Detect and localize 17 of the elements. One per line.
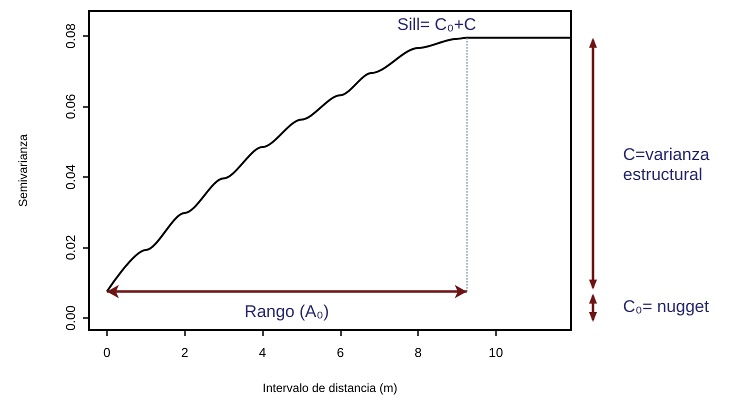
y-tick-label: 0.08 (63, 23, 78, 49)
text: C₀= nugget (623, 296, 710, 317)
y-tick-label: 0.00 (63, 305, 78, 331)
x-tick-label: 6 (336, 345, 344, 360)
y-tick-label: 0.06 (63, 94, 78, 120)
x-tick-label: 0 (103, 345, 111, 360)
y-tick-label: 0.02 (63, 234, 78, 260)
annotation: Rango (A₀) (244, 302, 330, 322)
x-tick-label: 8 (414, 345, 422, 360)
annotation: Sill= C₀+C (397, 15, 476, 35)
x-axis-title: Intervalo de distancia (m) (262, 381, 398, 395)
x-tick-label: 2 (181, 345, 188, 360)
y-tick-label: 0.04 (63, 164, 78, 190)
x-tick-label: 4 (258, 345, 266, 360)
x-tick-label: 10 (488, 345, 504, 360)
y-axis-title: Semivarianza (16, 134, 30, 207)
text: C=varianza estructural (623, 144, 710, 185)
